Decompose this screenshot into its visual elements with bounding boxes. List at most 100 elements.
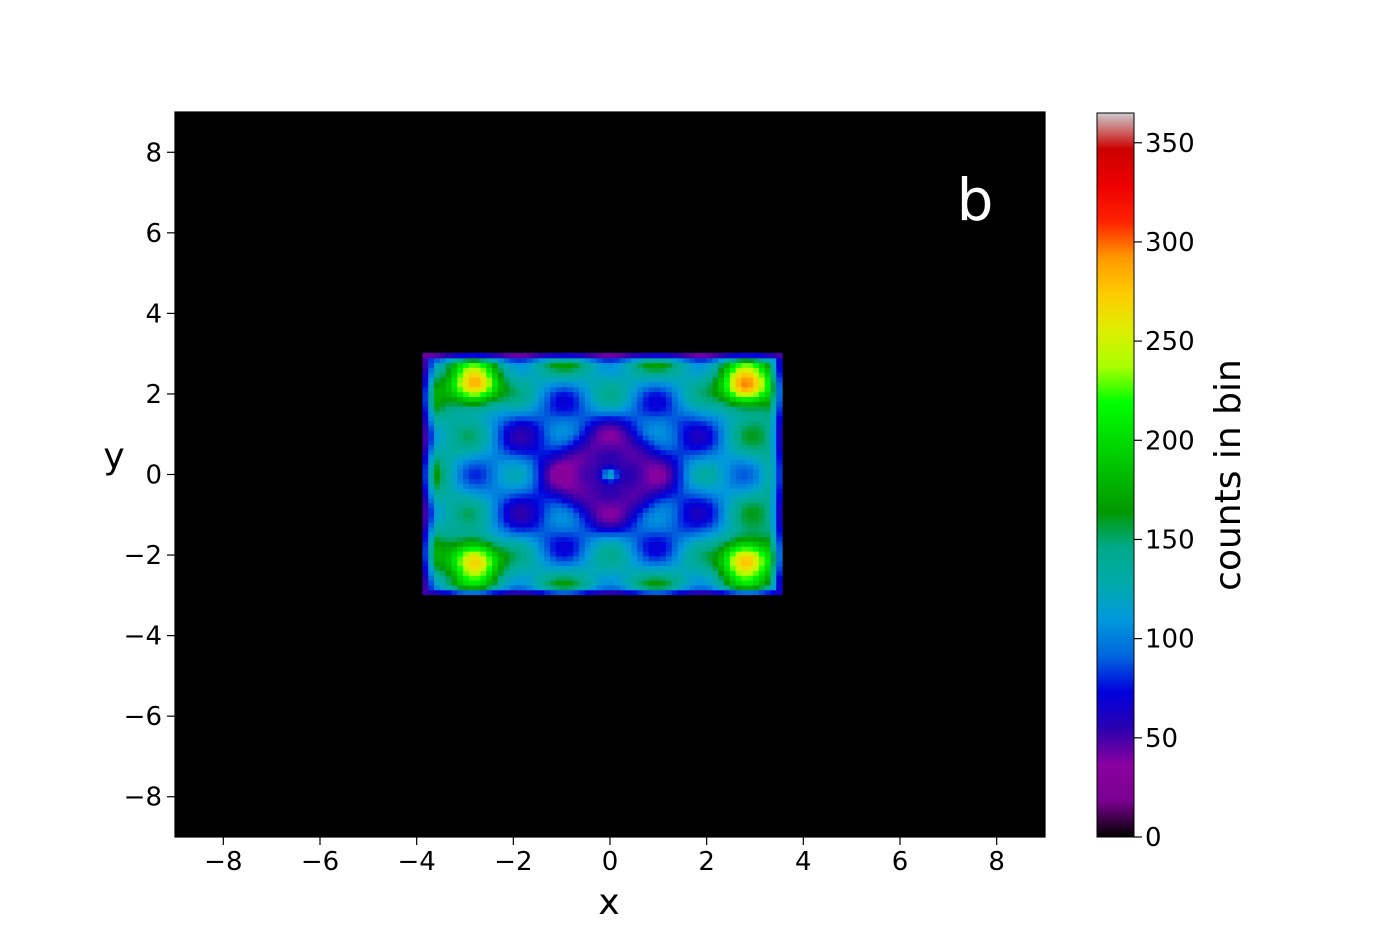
heat-cell: [579, 507, 586, 513]
heat-cell: [758, 459, 766, 465]
heat-cell: [613, 362, 621, 368]
heat-cell: [538, 391, 545, 397]
heat-cell: [474, 488, 482, 494]
heat-cell: [532, 541, 540, 547]
heat-cell: [689, 401, 696, 407]
heat-cell: [712, 551, 719, 557]
heat-cell: [596, 391, 603, 397]
heat-cell: [729, 541, 737, 547]
heat-cell: [660, 386, 667, 393]
heat-cell: [422, 406, 429, 412]
heat-cell: [497, 522, 505, 528]
heat-cell: [648, 459, 656, 465]
heat-cell: [596, 575, 603, 581]
heat-cell: [602, 570, 609, 576]
heat-cell: [590, 580, 598, 586]
heat-cell: [428, 439, 435, 446]
heat-cell: [712, 507, 719, 513]
heat-cell: [706, 381, 714, 388]
heat-cell: [492, 381, 499, 388]
heat-cell: [567, 459, 574, 465]
heat-cell: [758, 570, 766, 576]
heat-cell: [422, 435, 429, 441]
heat-cell: [584, 352, 592, 359]
heat-cell: [463, 488, 470, 494]
heat-cell: [573, 478, 580, 484]
heat-cell: [555, 468, 563, 475]
heat-cell: [637, 526, 644, 533]
heat-cell: [579, 377, 586, 383]
heat-cell: [451, 430, 458, 436]
heat-cell: [729, 425, 737, 431]
heat-cell: [613, 570, 621, 576]
heat-cell: [561, 526, 569, 533]
heat-cell: [642, 531, 650, 538]
heat-cell: [689, 444, 696, 451]
heat-cell: [463, 531, 470, 538]
heat-cell: [712, 372, 719, 378]
heat-cell: [637, 357, 644, 364]
heat-cell: [445, 410, 453, 417]
heat-cell: [770, 546, 777, 552]
heat-cell: [729, 512, 737, 518]
heat-cell: [584, 483, 592, 489]
heat-cell: [579, 555, 586, 562]
heat-cell: [451, 391, 458, 397]
heat-cell: [648, 522, 656, 528]
heat-cell: [602, 396, 609, 402]
heat-cell: [439, 352, 447, 359]
heat-cell: [428, 362, 435, 368]
heat-cell: [671, 551, 679, 557]
heat-cell: [584, 522, 592, 528]
heat-cell: [492, 357, 499, 364]
heat-cell: [445, 367, 453, 373]
heat-cell: [671, 565, 679, 571]
heat-cell: [521, 372, 528, 378]
heat-cell: [451, 444, 458, 451]
heat-cell: [648, 526, 656, 533]
heat-cell: [637, 410, 644, 417]
heat-cell: [596, 517, 603, 523]
heat-cell: [567, 483, 574, 489]
heat-cell: [648, 391, 656, 397]
heat-cell: [457, 570, 464, 576]
heat-cell: [544, 449, 551, 455]
heat-cell: [660, 502, 667, 509]
heat-cell: [700, 555, 708, 562]
heat-cell: [434, 444, 441, 451]
heat-cell: [538, 580, 545, 586]
heat-cell: [613, 449, 621, 455]
heat-cell: [671, 478, 679, 484]
heat-cell: [584, 541, 592, 547]
heat-cell: [625, 401, 632, 407]
heat-cell: [457, 464, 464, 470]
heat-cell: [474, 570, 482, 576]
heat-cell: [758, 430, 766, 436]
heat-cell: [457, 439, 464, 446]
heat-cell: [550, 362, 557, 368]
heat-cell: [555, 415, 563, 422]
heat-cell: [584, 464, 592, 470]
heat-cell: [492, 454, 499, 460]
heat-cell: [497, 488, 505, 494]
heat-cell: [602, 483, 609, 489]
heat-cell: [526, 531, 534, 538]
heat-cell: [729, 449, 737, 455]
heat-cell: [712, 362, 719, 368]
heat-cell: [463, 420, 470, 426]
heat-cell: [422, 420, 429, 426]
heat-cell: [637, 435, 644, 441]
heat-cell: [561, 589, 569, 596]
heat-cell: [422, 488, 429, 494]
heat-cell: [515, 454, 522, 460]
heat-cell: [718, 435, 725, 441]
heat-cell: [695, 531, 702, 538]
heat-cell: [677, 522, 685, 528]
heat-cell: [700, 584, 708, 591]
heat-cell: [515, 401, 522, 407]
heat-cell: [579, 391, 586, 397]
heat-cell: [683, 502, 690, 509]
heat-cell: [625, 580, 632, 586]
heat-cell: [683, 449, 690, 455]
heat-cell: [503, 580, 511, 586]
